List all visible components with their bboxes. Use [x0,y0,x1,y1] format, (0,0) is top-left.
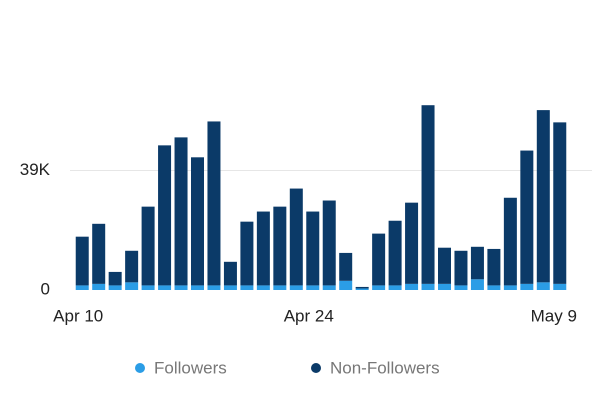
bar-segment [174,137,188,286]
bar-segment [289,188,303,286]
bar-segment [520,283,534,290]
bar-segment [355,288,369,290]
bar-segment [108,285,122,290]
bar-segment [158,145,172,286]
bar-segment [158,285,172,290]
x-tick-label: Apr 24 [284,306,334,325]
bar-segment [92,283,106,290]
bar-segment [536,110,550,283]
bar-segment [141,206,155,286]
bar-segment [438,247,451,284]
bar-segment [388,285,402,290]
bar-segment [108,271,122,286]
bar-segment [273,206,287,286]
bar-segment [454,250,468,286]
bar-segment [223,261,237,286]
bar-segment [421,105,435,284]
bar-segment [405,202,419,284]
bar-segment [92,223,106,284]
bar-segment [306,211,320,286]
legend-label: Non-Followers [330,358,440,377]
bar-segment [306,285,320,290]
legend-marker [135,363,145,373]
bar-segment [553,283,567,290]
bar-segment [339,252,353,281]
bar-segment [75,236,89,286]
bar-segment [174,285,188,290]
bar-segment [454,285,468,290]
bar-segment [240,285,254,290]
bar-segment [75,285,89,290]
bar-segment [191,285,204,290]
bar-segment [322,200,336,286]
bar-segment [503,197,517,286]
bar-segment [223,285,237,290]
bar-segment [339,280,353,290]
legend-marker [311,363,321,373]
bar-segment [273,285,287,290]
bar-segment [240,221,254,286]
bar-segment [125,250,139,283]
bar-segment [487,285,501,290]
bar-segment [125,282,139,290]
bar-segment [289,285,303,290]
bar-segment [388,220,402,286]
bar-segment [553,122,567,284]
bar-segment [207,121,221,286]
x-tick-label: Apr 10 [53,306,103,325]
bar-segment [191,157,204,286]
bar-segment [487,248,501,286]
bar-segment [256,285,270,290]
bar-segment [470,246,484,280]
bar-segment [141,285,155,290]
bar-segment [372,233,386,286]
bar-segment [355,286,369,289]
bar-segment [470,279,484,290]
bar-segment [207,285,221,290]
y-tick-label: 39K [20,160,51,179]
bar-segment [536,282,550,290]
bar-segment [421,283,435,290]
y-tick-label: 0 [41,279,50,298]
x-tick-label: May 9 [531,306,577,325]
bar-segment [405,283,419,290]
bar-segment [438,283,451,290]
bar-segment [322,285,336,290]
bar-segment [372,285,386,290]
bar-segment [503,285,517,290]
legend-label: Followers [154,358,227,377]
bar-segment [256,211,270,286]
bar-segment [520,150,534,284]
